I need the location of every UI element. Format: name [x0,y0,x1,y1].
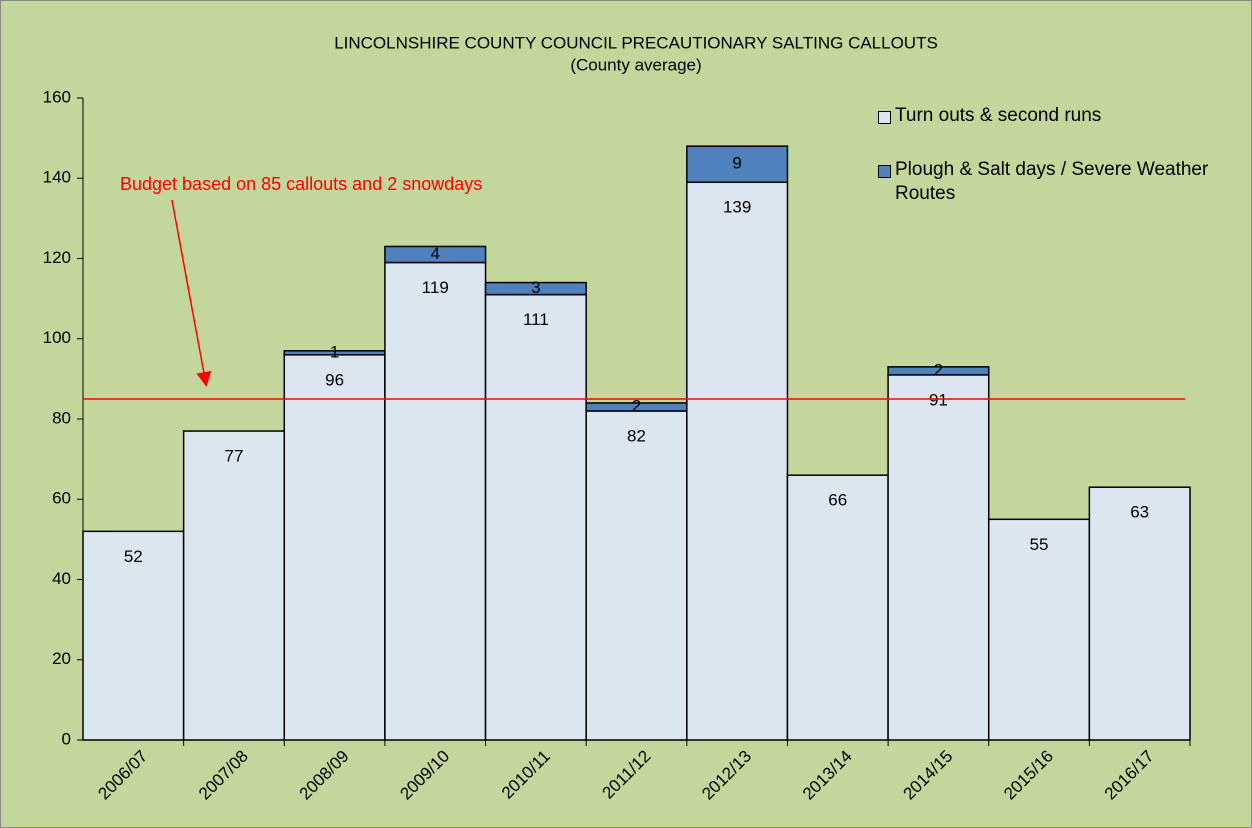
x-tick-label: 2014/15 [900,747,957,804]
data-label: 96 [325,370,344,389]
bar-segment [585,410,688,741]
data-label: 52 [124,547,143,566]
x-tick-label: 2012/13 [698,747,755,804]
bar-segment [283,354,386,741]
x-tick-label: 2007/08 [195,747,252,804]
y-tick-label: 100 [43,328,71,347]
data-label: 3 [531,278,540,297]
data-label: 119 [422,278,449,297]
data-label: 2 [934,360,943,379]
bar-segment [887,366,990,376]
y-tick-label: 140 [43,168,71,187]
bar-segment [484,293,587,741]
x-tick-label: 2015/16 [1000,747,1057,804]
data-label: 4 [430,244,439,263]
chart-subtitle: (County average) [570,55,701,74]
y-tick-label: 40 [52,569,71,588]
legend-item: Plough & Salt days / Severe Weather Rout… [878,158,1223,206]
bar-segment [82,530,185,741]
bar-segment [182,430,286,741]
bar-segment [384,261,487,741]
annotation-arrow [171,199,212,387]
data-label: 63 [1130,503,1149,522]
y-tick-label: 60 [52,489,71,508]
legend-label: Turn outs & second runs [895,105,1102,126]
bar-segment [384,245,487,264]
y-tick-label: 20 [52,649,71,668]
y-tick-label: 0 [62,729,71,748]
bar-segment [686,181,789,741]
x-tick-label: 2013/14 [799,747,856,804]
data-label: 91 [929,390,948,409]
data-label: 111 [523,310,549,329]
bar-segment [786,474,889,741]
x-tick-label: 2010/11 [498,747,554,803]
legend: Turn outs & second runs Plough & Salt day… [878,104,1223,236]
bar-segment [484,281,587,296]
data-label: 77 [224,447,243,466]
bar-segment [987,518,1091,741]
bar-segment [1088,486,1191,741]
y-tick-label: 160 [43,87,71,106]
annotation: Budget based on 85 callouts and 2 snowda… [120,174,482,194]
x-tick-label: 2006/07 [94,747,151,804]
data-label: 139 [723,198,751,217]
y-tick-label: 80 [52,408,71,427]
chart-title: LINCOLNSHIRE COUNTY COUNCIL PRECAUTIONAR… [334,33,938,52]
data-label: 55 [1030,535,1049,554]
legend-swatch [878,111,891,124]
x-tick-label: 2011/12 [598,747,654,803]
data-label: 82 [627,426,646,445]
data-label: 9 [732,154,741,173]
data-label: 66 [828,491,847,510]
legend-swatch [878,165,891,178]
data-label: 2 [632,396,641,415]
bar-segment [887,374,990,741]
legend-label: Plough & Salt days / Severe Weather Rout… [895,159,1209,204]
x-tick-label: 2016/17 [1101,747,1158,804]
x-tick-label: 2009/10 [396,747,453,804]
bar-segment [686,145,789,184]
x-tick-label: 2008/09 [296,747,353,804]
legend-item: Turn outs & second runs [878,104,1223,128]
y-tick-label: 120 [43,248,71,267]
data-label: 1 [330,342,339,361]
